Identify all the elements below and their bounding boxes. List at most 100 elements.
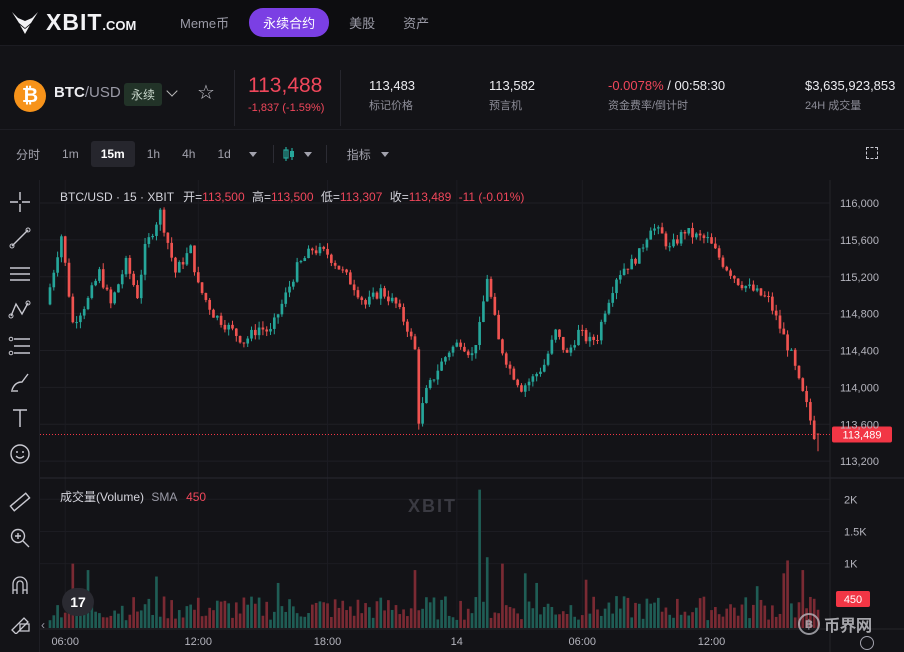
volume-bar xyxy=(691,612,694,628)
volume-bar xyxy=(497,613,500,628)
volume-bar xyxy=(257,597,261,628)
market-pair[interactable]: BTC/USD xyxy=(54,84,121,101)
candle-body xyxy=(656,227,660,229)
candle-body xyxy=(307,248,310,259)
zoom-in-icon[interactable] xyxy=(8,526,32,550)
scroll-left-icon[interactable]: ‹ xyxy=(41,618,45,632)
candle-type-icon[interactable] xyxy=(282,146,296,162)
volume-bar xyxy=(702,596,706,628)
timeframe-4h[interactable]: 4h xyxy=(182,147,196,161)
volume-bar xyxy=(428,602,432,628)
candle-body xyxy=(265,329,269,332)
low-label: 低= xyxy=(320,190,340,204)
candle-body xyxy=(611,293,615,303)
candle-body xyxy=(394,297,398,304)
ohlc-legend: BTC/USD · 15 · XBIT 开=113,500 高=113,500 … xyxy=(60,188,524,205)
volume-bar xyxy=(200,616,204,628)
candle-body xyxy=(109,289,113,304)
indicators-dropdown[interactable] xyxy=(380,151,389,157)
pattern-icon[interactable] xyxy=(8,298,32,322)
candle-body xyxy=(212,309,215,318)
price-tick-label: 115,600 xyxy=(840,235,879,247)
candle-body xyxy=(527,381,531,386)
magnet-icon[interactable] xyxy=(8,574,32,598)
low-value: 113,307 xyxy=(339,190,383,204)
candle-body xyxy=(561,336,565,350)
time-tick-label: 18:00 xyxy=(314,636,342,648)
open-value: 113,500 xyxy=(202,190,245,204)
ruler-icon[interactable] xyxy=(8,490,32,514)
candle-body xyxy=(672,239,675,247)
nav-item-perpetual[interactable]: 永续合约 xyxy=(249,8,330,37)
volume-bar xyxy=(208,607,212,628)
fullscreen-icon[interactable] xyxy=(866,147,878,159)
nav-item-meme[interactable]: Meme币 xyxy=(180,16,230,31)
candle-body xyxy=(90,285,94,298)
candle-body xyxy=(512,368,516,380)
funding-rate-stat: -0.0078% / 00:58:30 资金费率/倒计时 xyxy=(608,78,725,113)
xbit-logo[interactable]: XBIT.COM xyxy=(10,9,180,36)
candle-body xyxy=(166,232,170,243)
chart-type-dropdown[interactable] xyxy=(303,151,312,157)
star-icon[interactable]: ☆ xyxy=(197,82,215,104)
volume-bar xyxy=(409,608,413,628)
more-timeframes-dropdown[interactable] xyxy=(248,151,257,157)
trend-line-icon[interactable] xyxy=(8,226,32,250)
indicators-button[interactable]: 指标 xyxy=(346,147,371,162)
candle-body xyxy=(668,246,672,248)
candle-body xyxy=(744,285,748,289)
volume-bar xyxy=(615,596,618,628)
timeframe-tick[interactable]: 分时 xyxy=(16,147,41,162)
candle-body xyxy=(729,270,732,276)
crosshair-icon[interactable] xyxy=(8,190,32,214)
volume-bar xyxy=(797,602,801,628)
emoji-icon[interactable] xyxy=(8,442,32,466)
volume-bar xyxy=(679,614,683,628)
volume-bar xyxy=(504,605,508,628)
price-change: -1,837 (-1.59%) xyxy=(248,102,325,114)
candle-body xyxy=(284,292,288,304)
price-chart[interactable]: 113,489 116,000 115,600 115,200 114,800 114,4… xyxy=(40,180,904,652)
candle-body xyxy=(375,292,379,299)
nav-item-assets[interactable]: 资产 xyxy=(403,16,430,31)
timeframe-1h[interactable]: 1h xyxy=(146,147,161,161)
volume-bar xyxy=(599,615,603,628)
fib-levels-icon[interactable] xyxy=(8,334,32,358)
volume-bar xyxy=(368,607,371,628)
chevron-down-icon[interactable] xyxy=(166,85,178,97)
volume-bar xyxy=(227,603,231,628)
nav-item-us-stocks[interactable]: 美股 xyxy=(349,16,376,31)
funding-rate-value: -0.0078% xyxy=(608,78,664,93)
settings-icon[interactable] xyxy=(860,636,874,650)
tradingview-logo[interactable]: 17 xyxy=(62,588,94,616)
current-price-tag xyxy=(832,426,892,443)
candle-body xyxy=(634,258,637,264)
lock-drawing-icon[interactable] xyxy=(8,610,32,634)
volume-bar xyxy=(774,616,778,628)
candle-body xyxy=(797,365,801,379)
candle-body xyxy=(702,235,706,239)
candle-body xyxy=(596,339,599,341)
horizontal-lines-icon[interactable] xyxy=(8,262,32,286)
timeframe-1m[interactable]: 1m xyxy=(62,147,79,161)
candle-body xyxy=(687,228,691,234)
brush-icon[interactable] xyxy=(8,370,32,394)
candle-body xyxy=(250,329,253,339)
candle-body xyxy=(139,274,143,299)
volume-bar xyxy=(611,613,615,628)
timeframe-15m[interactable]: 15m xyxy=(90,141,135,167)
volume-bar xyxy=(56,605,59,628)
volume-bar xyxy=(60,617,63,628)
volume-bar xyxy=(352,615,356,628)
price-tick-label: 114,800 xyxy=(840,309,879,321)
candle-body xyxy=(607,302,611,314)
volume-bar xyxy=(215,600,219,628)
timeframe-1d[interactable]: 1d xyxy=(217,147,231,161)
volume-bar xyxy=(345,610,348,628)
volume-bar xyxy=(379,597,383,628)
volume-bar xyxy=(101,617,105,628)
text-tool-icon[interactable] xyxy=(8,406,32,430)
candle-body xyxy=(637,248,641,264)
divider xyxy=(325,145,327,163)
volume-bar xyxy=(333,599,337,628)
